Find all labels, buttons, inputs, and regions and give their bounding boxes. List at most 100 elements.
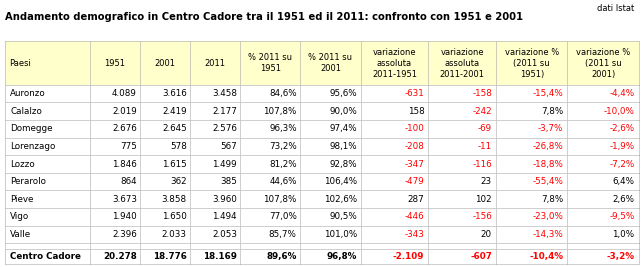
- Text: -208: -208: [404, 142, 424, 151]
- Text: 1.494: 1.494: [213, 212, 237, 221]
- Text: Andamento demografico in Centro Cadore tra il 1951 ed il 2011: confronto con 195: Andamento demografico in Centro Cadore t…: [5, 12, 524, 22]
- Text: Perarolo: Perarolo: [10, 177, 46, 186]
- Text: 864: 864: [120, 177, 137, 186]
- Text: 96,3%: 96,3%: [269, 124, 297, 133]
- Text: 96,8%: 96,8%: [327, 252, 357, 261]
- Text: 2.019: 2.019: [112, 107, 137, 116]
- Text: -9,5%: -9,5%: [609, 212, 634, 221]
- Text: Pieve: Pieve: [10, 195, 33, 204]
- Text: -14,3%: -14,3%: [533, 230, 563, 239]
- Text: 6,4%: 6,4%: [612, 177, 634, 186]
- Text: 1.499: 1.499: [213, 159, 237, 168]
- Text: 7,8%: 7,8%: [541, 107, 563, 116]
- Text: 2.645: 2.645: [162, 124, 187, 133]
- Text: 2.177: 2.177: [212, 107, 237, 116]
- Text: 2.676: 2.676: [112, 124, 137, 133]
- Text: dati Istat: dati Istat: [597, 4, 634, 13]
- Text: -2,6%: -2,6%: [609, 124, 634, 133]
- Text: -242: -242: [473, 107, 492, 116]
- Text: 89,6%: 89,6%: [266, 252, 297, 261]
- Text: Auronzo: Auronzo: [10, 89, 46, 98]
- Text: 2.396: 2.396: [112, 230, 137, 239]
- Text: Lozzo: Lozzo: [10, 159, 35, 168]
- Text: 1.940: 1.940: [112, 212, 137, 221]
- Text: -15,4%: -15,4%: [533, 89, 563, 98]
- Text: variazione %
(2011 su
2001): variazione % (2011 su 2001): [576, 48, 630, 79]
- Text: 385: 385: [220, 177, 237, 186]
- Text: % 2011 su
2001: % 2011 su 2001: [308, 53, 352, 73]
- Text: 97,4%: 97,4%: [329, 124, 357, 133]
- Text: Vigo: Vigo: [10, 212, 30, 221]
- Text: variazione %
(2011 su
1951): variazione % (2011 su 1951): [505, 48, 559, 79]
- Text: 81,2%: 81,2%: [269, 159, 297, 168]
- Text: 18.169: 18.169: [203, 252, 237, 261]
- Text: -7,2%: -7,2%: [609, 159, 634, 168]
- Text: Paesi: Paesi: [10, 59, 32, 68]
- Text: -116: -116: [473, 159, 492, 168]
- Text: 2.033: 2.033: [162, 230, 187, 239]
- Text: -18,8%: -18,8%: [533, 159, 563, 168]
- Text: 1.846: 1.846: [112, 159, 137, 168]
- Text: 77,0%: 77,0%: [269, 212, 297, 221]
- Text: 44,6%: 44,6%: [269, 177, 297, 186]
- Text: -347: -347: [404, 159, 424, 168]
- Text: -10,0%: -10,0%: [603, 107, 634, 116]
- Text: 18.776: 18.776: [153, 252, 187, 261]
- Text: 101,0%: 101,0%: [324, 230, 357, 239]
- Text: -23,0%: -23,0%: [533, 212, 563, 221]
- Text: 20: 20: [481, 230, 492, 239]
- Text: 3.616: 3.616: [162, 89, 187, 98]
- Text: 90,0%: 90,0%: [329, 107, 357, 116]
- Text: -607: -607: [470, 252, 492, 261]
- Text: -631: -631: [404, 89, 424, 98]
- Text: 84,6%: 84,6%: [269, 89, 297, 98]
- Text: -2.109: -2.109: [393, 252, 424, 261]
- Text: -4,4%: -4,4%: [609, 89, 634, 98]
- Text: 23: 23: [481, 177, 492, 186]
- Text: Calalzo: Calalzo: [10, 107, 42, 116]
- Text: 90,5%: 90,5%: [329, 212, 357, 221]
- Text: -3,2%: -3,2%: [607, 252, 634, 261]
- Text: -343: -343: [404, 230, 424, 239]
- Text: 2001: 2001: [155, 59, 175, 68]
- Text: 107,8%: 107,8%: [263, 107, 297, 116]
- Text: 95,6%: 95,6%: [329, 89, 357, 98]
- Text: Centro Cadore: Centro Cadore: [10, 252, 81, 261]
- Text: -10,4%: -10,4%: [529, 252, 563, 261]
- Text: % 2011 su
1951: % 2011 su 1951: [248, 53, 292, 73]
- Text: 3.458: 3.458: [212, 89, 237, 98]
- Text: -26,8%: -26,8%: [533, 142, 563, 151]
- Text: -100: -100: [404, 124, 424, 133]
- Text: -11: -11: [478, 142, 492, 151]
- Text: 1,0%: 1,0%: [612, 230, 634, 239]
- Text: 7,8%: 7,8%: [541, 195, 563, 204]
- Text: 1.650: 1.650: [162, 212, 187, 221]
- Text: 287: 287: [408, 195, 424, 204]
- Text: 85,7%: 85,7%: [269, 230, 297, 239]
- Text: 2,6%: 2,6%: [612, 195, 634, 204]
- Text: -156: -156: [472, 212, 492, 221]
- Text: 3.673: 3.673: [112, 195, 137, 204]
- Text: -69: -69: [478, 124, 492, 133]
- Text: Valle: Valle: [10, 230, 32, 239]
- Text: 3.858: 3.858: [162, 195, 187, 204]
- Text: -55,4%: -55,4%: [533, 177, 563, 186]
- Text: -158: -158: [472, 89, 492, 98]
- Text: 102,6%: 102,6%: [324, 195, 357, 204]
- Text: 362: 362: [170, 177, 187, 186]
- Text: 102: 102: [475, 195, 492, 204]
- Text: -1,9%: -1,9%: [609, 142, 634, 151]
- Text: -3,7%: -3,7%: [538, 124, 563, 133]
- Text: Domegge: Domegge: [10, 124, 53, 133]
- Text: 20.278: 20.278: [103, 252, 137, 261]
- Text: 1.615: 1.615: [162, 159, 187, 168]
- Text: Lorenzago: Lorenzago: [10, 142, 55, 151]
- Text: 98,1%: 98,1%: [329, 142, 357, 151]
- Text: 73,2%: 73,2%: [269, 142, 297, 151]
- Text: variazione
assoluta
2011-2001: variazione assoluta 2011-2001: [440, 48, 485, 79]
- Text: 2.419: 2.419: [162, 107, 187, 116]
- Text: 775: 775: [120, 142, 137, 151]
- Text: 106,4%: 106,4%: [324, 177, 357, 186]
- Text: 92,8%: 92,8%: [329, 159, 357, 168]
- Text: variazione
assoluta
2011-1951: variazione assoluta 2011-1951: [372, 48, 417, 79]
